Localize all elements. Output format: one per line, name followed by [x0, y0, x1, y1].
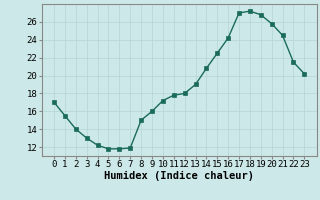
X-axis label: Humidex (Indice chaleur): Humidex (Indice chaleur): [104, 171, 254, 181]
